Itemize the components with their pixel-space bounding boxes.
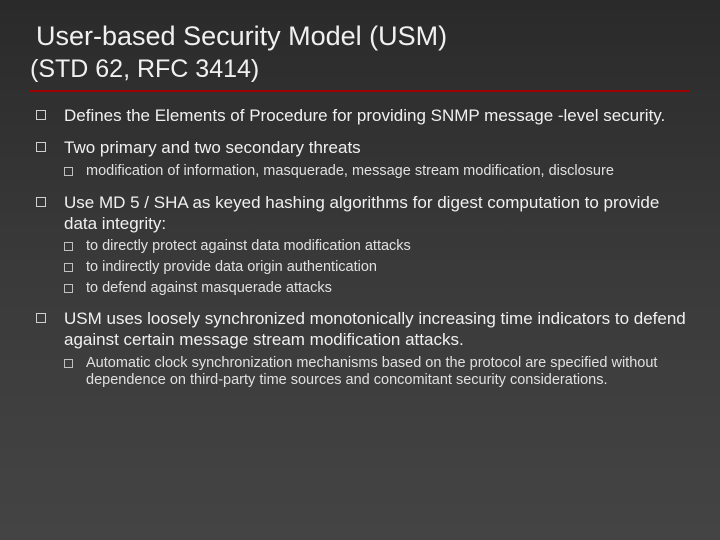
sub-list-item: modification of information, masquerade,…	[64, 163, 690, 181]
sub-bullet-text: to directly protect against data modific…	[86, 238, 411, 254]
sub-bullet-text: to defend against masquerade attacks	[86, 280, 332, 296]
bullet-text: Two primary and two secondary threats	[64, 138, 361, 157]
list-item: Two primary and two secondary threats mo…	[36, 138, 690, 180]
list-item: Use MD 5 / SHA as keyed hashing algorith…	[36, 193, 690, 298]
bullet-text: Defines the Elements of Procedure for pr…	[64, 106, 665, 125]
list-item: Defines the Elements of Procedure for pr…	[36, 106, 690, 127]
sub-bullet-text: modification of information, masquerade,…	[86, 163, 614, 179]
bullet-list: Defines the Elements of Procedure for pr…	[36, 106, 690, 391]
sub-list: to directly protect against data modific…	[64, 238, 690, 297]
sub-list: modification of information, masquerade,…	[64, 163, 690, 181]
title-underline	[30, 90, 690, 92]
sub-list-item: to defend against masquerade attacks	[64, 280, 690, 298]
list-item: USM uses loosely synchronized monotonica…	[36, 309, 690, 390]
sub-bullet-text: Automatic clock synchronization mechanis…	[86, 355, 657, 389]
sub-list-item: to directly protect against data modific…	[64, 238, 690, 256]
bullet-text: USM uses loosely synchronized monotonica…	[64, 309, 686, 349]
slide: User-based Security Model (USM) (STD 62,…	[0, 0, 720, 540]
sub-list: Automatic clock synchronization mechanis…	[64, 355, 690, 390]
slide-subtitle: (STD 62, RFC 3414)	[30, 54, 690, 85]
sub-list-item: Automatic clock synchronization mechanis…	[64, 355, 690, 390]
bullet-text: Use MD 5 / SHA as keyed hashing algorith…	[64, 193, 659, 233]
sub-bullet-text: to indirectly provide data origin authen…	[86, 259, 377, 275]
slide-title: User-based Security Model (USM)	[36, 20, 690, 52]
sub-list-item: to indirectly provide data origin authen…	[64, 259, 690, 277]
